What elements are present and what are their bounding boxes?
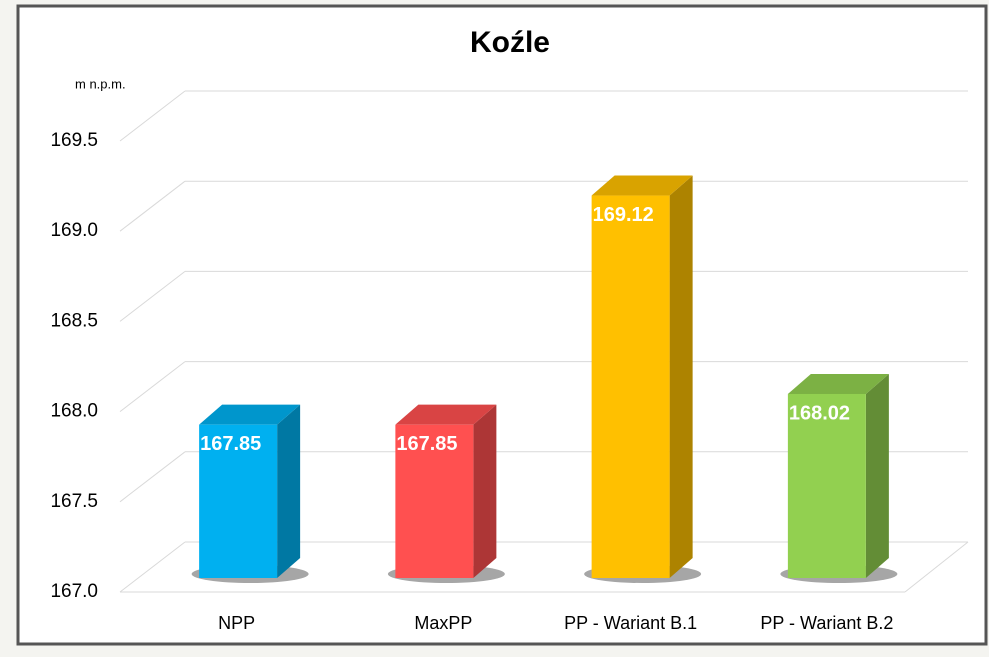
bar-side: [669, 175, 693, 578]
bar: [395, 424, 474, 578]
value-label: 169.12: [593, 204, 654, 226]
value-label: 167.85: [396, 433, 457, 455]
value-label: 168.02: [789, 402, 850, 424]
y-tick-label: 167.0: [50, 581, 98, 602]
bar-side: [277, 404, 301, 578]
x-tick-label: PP - Wariant B.1: [564, 613, 697, 633]
y-tick-label: 168.0: [50, 401, 98, 422]
bar-top: [591, 175, 693, 196]
y-tick-label: 168.5: [50, 310, 98, 331]
grid-line-side: [119, 361, 186, 412]
bar: [199, 424, 278, 578]
floor-edge-right: [904, 541, 969, 593]
y-tick-label: 169.5: [50, 130, 98, 151]
grid-line-side: [119, 271, 186, 322]
x-tick-label: NPP: [218, 613, 255, 633]
value-label: 167.85: [200, 433, 261, 455]
y-axis-label: m n.p.m.: [75, 76, 126, 91]
x-tick-label: PP - Wariant B.2: [760, 613, 893, 633]
bar: [787, 393, 866, 578]
grid-line-side: [119, 451, 186, 503]
bar: [591, 195, 670, 578]
bar-side: [473, 404, 497, 578]
bar-side: [865, 373, 889, 578]
grid-line-side: [119, 541, 186, 593]
bar-top: [787, 373, 889, 394]
bar-top: [199, 404, 301, 425]
chart-title: Koźle: [470, 26, 550, 59]
grid-line-side: [119, 90, 186, 142]
x-tick-label: MaxPP: [414, 613, 472, 633]
y-tick-label: 167.5: [50, 491, 98, 512]
y-tick-label: 169.0: [50, 220, 98, 241]
grid-line-side: [119, 180, 186, 232]
bar-top: [395, 404, 497, 425]
